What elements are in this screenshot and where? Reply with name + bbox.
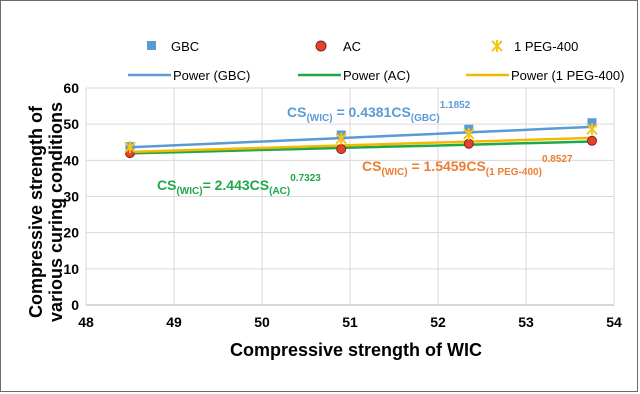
equation-peg-main: CS [362, 158, 381, 174]
equation-peg-sub1: (WIC) [381, 167, 407, 178]
point-ac [336, 144, 347, 155]
y-tick-label: 20 [63, 225, 79, 241]
legend-label-power-peg: Power (1 PEG-400) [511, 68, 624, 83]
y-axis-title: Compressive strength of various curing c… [26, 102, 66, 322]
equation-gbc-mid: = 0.4381CS [333, 104, 411, 120]
x-tick-label: 54 [606, 314, 622, 330]
legend-label-gbc: GBC [171, 39, 199, 54]
y-tick-label: 30 [63, 189, 79, 205]
y-tick-labels: 0 10 20 30 40 50 60 [63, 80, 79, 313]
x-tick-label: 51 [342, 314, 358, 330]
trendline-1 [129, 140, 593, 155]
legend-label-peg: 1 PEG-400 [514, 39, 578, 54]
x-tick-label: 53 [518, 314, 534, 330]
equation-peg: CS(WIC) = 1.5459CS(1 PEG-400)0.8527 [362, 154, 573, 178]
equation-ac-sub2: (AC) [269, 186, 290, 197]
y-tick-label: 50 [63, 116, 79, 132]
legend-label-power-gbc: Power (GBC) [173, 68, 250, 83]
point-ac [463, 138, 474, 149]
y-tick-label: 60 [63, 80, 79, 96]
equation-peg-mid: = 1.5459CS [408, 158, 486, 174]
x-tick-labels: 48 49 50 51 52 53 54 [78, 314, 622, 330]
legend-marker-gbc [147, 41, 156, 50]
point-peg [124, 141, 136, 154]
equation-gbc-sub2: (GBC) [411, 113, 440, 124]
y-tick-label: 10 [63, 261, 79, 277]
equation-peg-sup: 0.8527 [542, 154, 573, 165]
x-axis-title: Compressive strength of WIC [230, 340, 482, 360]
legend-marker-peg [491, 40, 503, 52]
trendlines [129, 125, 593, 155]
y-tick-label: 40 [63, 152, 79, 168]
legend-label-ac: AC [343, 39, 361, 54]
trendline-0 [129, 125, 593, 149]
trendline-2 [129, 136, 593, 154]
point-peg [335, 132, 347, 145]
equation-gbc: CS(WIC) = 0.4381CS(GBC)1.1852 [287, 100, 471, 124]
data-points [124, 118, 598, 159]
point-gbc [587, 118, 597, 128]
equation-ac-main: CS [157, 177, 176, 193]
y-tick-label: 0 [71, 297, 79, 313]
equation-gbc-sup: 1.1852 [440, 100, 471, 111]
equation-peg-sub2: (1 PEG-400) [486, 167, 542, 178]
x-tick-label: 48 [78, 314, 94, 330]
equation-ac-mid: = 2.443CS [203, 177, 270, 193]
y-axis-title-line1: Compressive strength of [26, 105, 46, 318]
legend-label-power-ac: Power (AC) [343, 68, 410, 83]
gridlines [85, 87, 615, 306]
equation-gbc-sub1: (WIC) [306, 113, 332, 124]
y-axis-title-line2: various curing conditions [46, 102, 66, 322]
equation-ac: CS(WIC)= 2.443CS(AC)0.7323 [157, 173, 321, 197]
equation-ac-sup: 0.7323 [290, 173, 321, 184]
equation-ac-sub1: (WIC) [176, 186, 202, 197]
legend: GBC AC 1 PEG-400 Power (GBC) Power (AC) … [128, 39, 624, 83]
point-ac [587, 135, 597, 146]
legend-marker-ac [315, 40, 327, 52]
point-peg [463, 127, 475, 140]
x-tick-label: 52 [430, 314, 446, 330]
point-peg [586, 123, 598, 136]
x-tick-label: 49 [166, 314, 182, 330]
x-tick-label: 50 [254, 314, 270, 330]
equation-gbc-main: CS [287, 104, 306, 120]
